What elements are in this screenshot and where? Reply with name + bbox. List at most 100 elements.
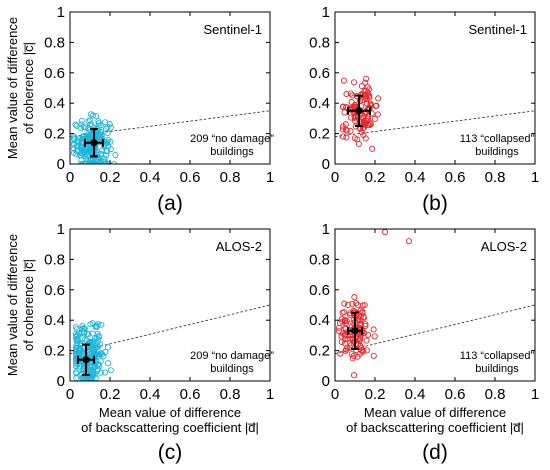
annotation-line-2: buildings: [475, 363, 519, 375]
data-point: [363, 75, 370, 82]
data-point: [347, 90, 354, 97]
data-point: [362, 135, 369, 142]
data-point: [85, 331, 92, 338]
data-point: [362, 92, 369, 100]
data-point: [357, 342, 364, 349]
y-tick-label: 0.8: [309, 251, 330, 268]
data-point: [84, 133, 92, 140]
data-point: [82, 336, 89, 343]
data-point: [107, 367, 114, 374]
data-point: [94, 330, 101, 337]
data-point: [342, 121, 349, 128]
data-point: [93, 113, 100, 120]
data-point: [364, 331, 372, 338]
x-axis-label-line-1: Mean value of difference: [364, 405, 506, 420]
y-tick-label: 0.2: [44, 126, 65, 143]
y-axis-label-line-2: of coherence |c̅|: [21, 259, 36, 351]
y-tick-label: 0.8: [44, 34, 65, 51]
data-point: [358, 83, 365, 90]
data-point: [336, 319, 343, 327]
data-point: [70, 149, 78, 156]
mean-errorbar: [84, 128, 104, 158]
y-tick-label: 0: [322, 373, 330, 390]
data-point: [340, 330, 347, 337]
data-point: [356, 350, 363, 357]
data-point: [355, 140, 362, 147]
x-tick-label: 0.8: [485, 169, 506, 186]
data-point: [101, 369, 108, 376]
annotation-line-1: 209 “no damage”: [190, 133, 274, 145]
data-points: [72, 320, 114, 381]
data-point: [350, 79, 358, 86]
data-point: [74, 148, 81, 155]
data-point: [72, 362, 80, 369]
x-tick-label: 0.6: [180, 386, 201, 403]
panel-c: 0 0.2 0.4 0.6 0.8 1 0 0.2 0.4 0.6 0.8 1 ALOS-2 209 “n…: [5, 221, 274, 464]
data-point: [82, 124, 89, 131]
panel-a: 0 0.2 0.4 0.6 0.8 1 0 0.2 0.4 0.6 0.8 1 Sentinel-1 20…: [5, 4, 274, 215]
y-axis-label-line-1: Mean value of difference: [5, 17, 20, 159]
y-tick-label: 1: [322, 221, 330, 238]
x-tick-label: 0.6: [445, 386, 466, 403]
panel-label: (d): [422, 441, 448, 464]
x-tick-label: 0.8: [220, 386, 241, 403]
data-point: [78, 117, 85, 124]
data-point: [70, 141, 78, 149]
annotation-line-2: buildings: [210, 146, 254, 158]
annotation-line-2: buildings: [210, 363, 254, 375]
x-axis-label-line-1: Mean value of difference: [99, 405, 241, 420]
data-point: [87, 364, 94, 371]
data-point: [107, 124, 114, 131]
data-point: [92, 323, 99, 330]
y-tick-label: 0: [322, 156, 330, 173]
data-point: [346, 344, 353, 351]
data-point: [365, 86, 373, 93]
y-tick-label: 0.4: [309, 312, 330, 329]
x-tick-label: 0.8: [485, 386, 506, 403]
x-axis-label-line-2: of backscattering coefficient |d̅|: [81, 420, 259, 435]
threshold-line: [335, 110, 535, 138]
data-point: [72, 121, 79, 128]
data-point: [80, 147, 88, 155]
data-point: [107, 146, 114, 153]
y-tick-label: 0.4: [309, 95, 330, 112]
data-point: [343, 90, 350, 98]
data-point: [360, 314, 367, 321]
y-axis-label-line-1: Mean value of difference: [5, 234, 20, 376]
data-point: [90, 338, 97, 345]
data-point: [348, 351, 355, 358]
data-point: [363, 337, 370, 344]
data-point: [101, 155, 108, 162]
data-point: [405, 238, 413, 245]
mean-point: [90, 139, 98, 147]
data-point: [97, 122, 104, 129]
data-point: [371, 115, 378, 122]
x-axis-label-line-2: of backscattering coefficient |d̅|: [346, 420, 524, 435]
data-point: [371, 333, 378, 340]
y-tick-label: 0.8: [309, 34, 330, 51]
annotation-line-1: 113 “collapsed”: [460, 133, 535, 145]
plot-frame: [69, 11, 271, 165]
data-point: [94, 366, 101, 373]
y-tick-label: 0.2: [309, 126, 330, 143]
data-point: [354, 302, 362, 309]
annotation-line-2: buildings: [475, 146, 519, 158]
threshold-line: [335, 304, 535, 355]
data-point: [87, 321, 94, 328]
sensor-label: ALOS-2: [216, 239, 262, 254]
data-point: [88, 344, 95, 351]
y-tick-label: 1: [57, 221, 65, 238]
data-point: [362, 120, 369, 127]
data-point: [112, 152, 119, 159]
data-point: [343, 134, 350, 141]
mean-errorbar: [347, 311, 363, 351]
data-point: [351, 294, 358, 301]
plot-frame: [334, 228, 536, 382]
data-point: [74, 333, 81, 340]
x-tick-label: 0: [66, 169, 74, 186]
data-point: [73, 122, 80, 129]
data-point: [353, 300, 360, 307]
x-tick-label: 1: [531, 386, 539, 403]
data-point: [364, 89, 371, 96]
data-point: [104, 123, 111, 130]
